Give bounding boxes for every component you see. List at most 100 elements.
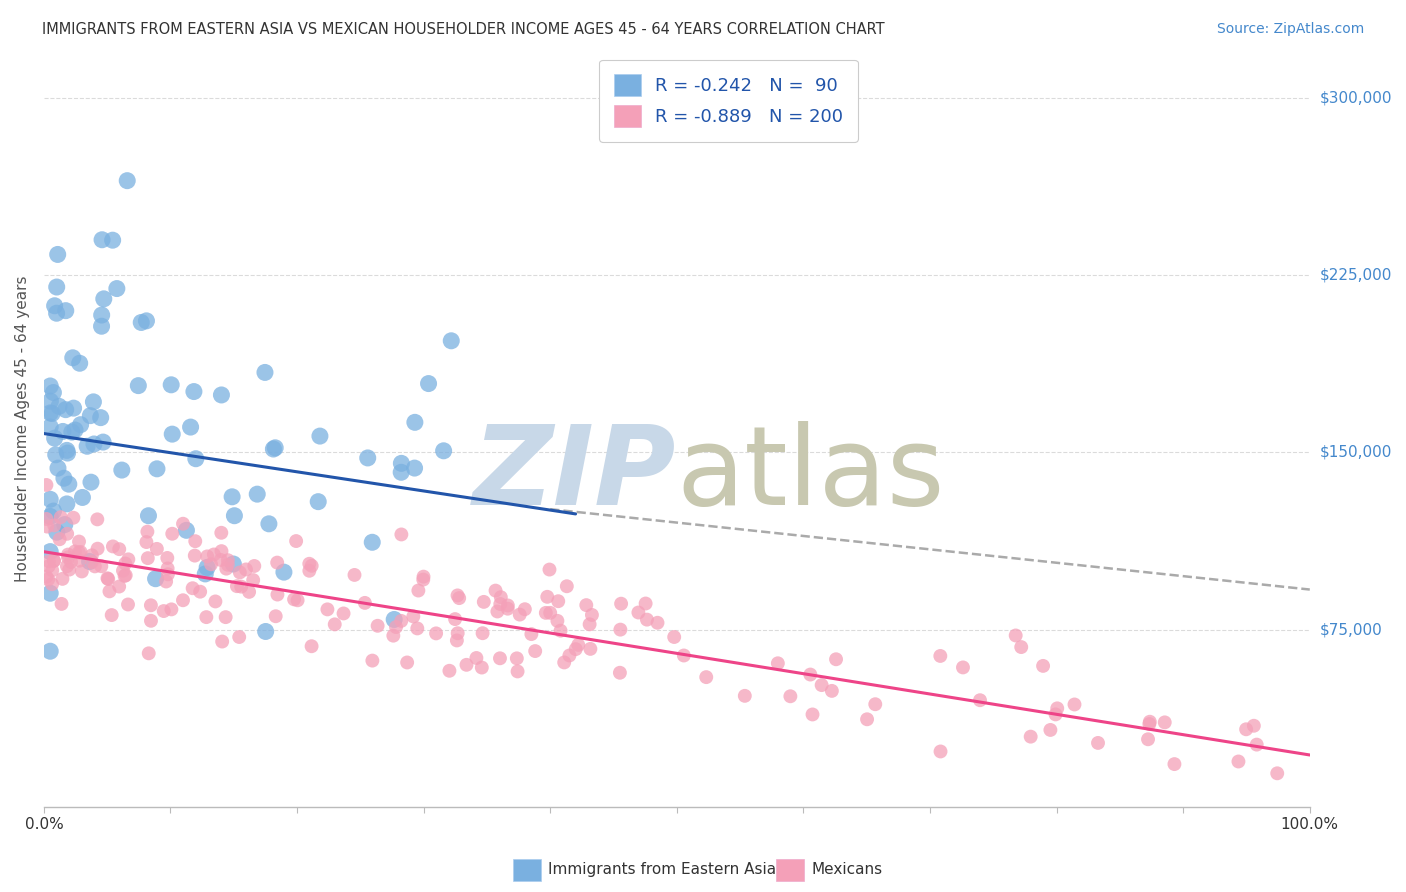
- Point: [357, 450, 380, 465]
- Point: [1019, 730, 1042, 744]
- Point: [217, 553, 239, 567]
- Text: IMMIGRANTS FROM EASTERN ASIA VS MEXICAN HOUSEHOLDER INCOME AGES 45 - 64 YEARS CO: IMMIGRANTS FROM EASTERN ASIA VS MEXICAN …: [42, 22, 884, 37]
- Point: [156, 561, 179, 575]
- Point: [41, 577, 63, 591]
- Point: [180, 420, 202, 434]
- Point: [176, 524, 198, 538]
- Point: [242, 573, 264, 587]
- Point: [48, 533, 70, 547]
- Point: [96, 571, 118, 585]
- Point: [69, 545, 91, 559]
- Point: [90, 559, 112, 574]
- Point: [361, 654, 384, 668]
- Point: [489, 590, 512, 604]
- Point: [111, 564, 134, 578]
- Point: [412, 573, 434, 587]
- Point: [354, 596, 377, 610]
- Point: [146, 462, 169, 476]
- Point: [609, 665, 631, 680]
- Point: [46, 247, 69, 261]
- Point: [627, 606, 650, 620]
- Point: [343, 568, 366, 582]
- Point: [465, 651, 488, 665]
- Point: [58, 477, 80, 491]
- Point: [101, 233, 124, 247]
- Point: [412, 569, 434, 583]
- Point: [396, 656, 419, 670]
- Point: [67, 534, 90, 549]
- Point: [496, 599, 519, 613]
- Point: [44, 431, 66, 445]
- Point: [80, 555, 103, 569]
- Point: [82, 395, 104, 409]
- Point: [446, 633, 468, 648]
- Point: [447, 626, 470, 640]
- Point: [114, 557, 136, 571]
- Point: [266, 556, 288, 570]
- Point: [1246, 738, 1268, 752]
- Point: [63, 423, 86, 437]
- Point: [283, 592, 305, 607]
- Point: [90, 308, 112, 322]
- Point: [821, 684, 844, 698]
- Point: [37, 573, 59, 587]
- Point: [114, 569, 136, 583]
- Point: [39, 420, 62, 434]
- Point: [253, 366, 276, 380]
- Point: [969, 693, 991, 707]
- Point: [301, 639, 323, 653]
- Point: [1139, 714, 1161, 729]
- Point: [446, 589, 468, 603]
- Point: [524, 644, 547, 658]
- Point: [39, 544, 62, 558]
- Point: [195, 549, 218, 564]
- Point: [181, 581, 204, 595]
- Point: [39, 644, 62, 658]
- Point: [115, 174, 138, 188]
- Point: [72, 491, 94, 505]
- Point: [1163, 757, 1185, 772]
- Point: [766, 657, 789, 671]
- Point: [801, 707, 824, 722]
- Point: [546, 614, 568, 628]
- Point: [160, 377, 183, 392]
- Point: [63, 544, 86, 558]
- Point: [555, 579, 578, 593]
- Point: [90, 319, 112, 334]
- Point: [382, 629, 405, 643]
- Point: [1234, 723, 1257, 737]
- Point: [69, 356, 91, 370]
- Point: [243, 559, 266, 574]
- Point: [609, 623, 631, 637]
- Point: [215, 561, 238, 575]
- Point: [664, 630, 686, 644]
- Point: [209, 525, 232, 540]
- Point: [581, 607, 603, 622]
- Point: [35, 478, 58, 492]
- Point: [39, 394, 62, 409]
- Text: $75,000: $75,000: [1320, 623, 1382, 637]
- Point: [332, 607, 354, 621]
- Point: [489, 651, 512, 665]
- Point: [484, 583, 506, 598]
- Point: [200, 558, 222, 572]
- Point: [69, 554, 91, 568]
- Point: [45, 525, 67, 540]
- Point: [56, 526, 79, 541]
- Point: [221, 490, 243, 504]
- Point: [194, 566, 217, 581]
- Point: [135, 314, 157, 328]
- Point: [52, 471, 75, 485]
- Point: [575, 598, 598, 612]
- Point: [610, 597, 633, 611]
- Point: [105, 281, 128, 295]
- Point: [449, 591, 471, 606]
- Point: [389, 527, 412, 541]
- Point: [39, 379, 62, 393]
- Point: [264, 441, 287, 455]
- Point: [114, 568, 136, 582]
- Point: [929, 648, 952, 663]
- Point: [734, 689, 756, 703]
- Point: [39, 492, 62, 507]
- Point: [136, 524, 159, 539]
